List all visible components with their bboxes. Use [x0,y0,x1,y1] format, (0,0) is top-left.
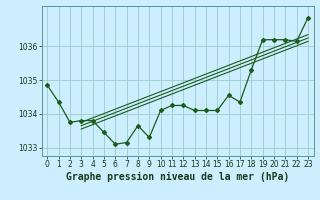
X-axis label: Graphe pression niveau de la mer (hPa): Graphe pression niveau de la mer (hPa) [66,172,289,182]
